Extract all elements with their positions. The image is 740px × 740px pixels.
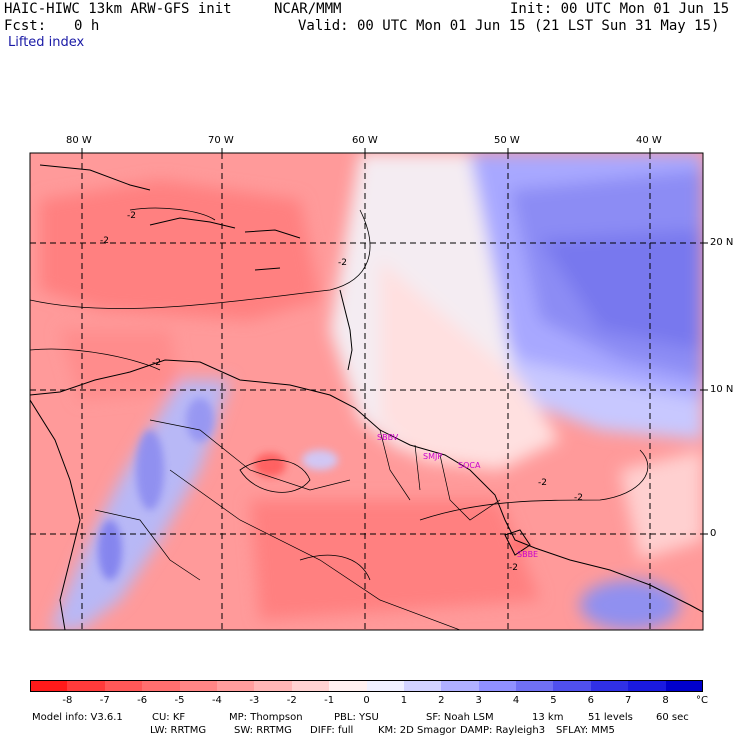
colorbar-label: 2	[438, 695, 445, 706]
colorbar-cell	[179, 680, 218, 692]
lat-label: 10 N	[710, 384, 734, 395]
lon-label: 50 W	[494, 135, 520, 146]
damping: DAMP: Rayleigh3	[460, 725, 546, 736]
colorbar-cell	[590, 680, 629, 692]
colorbar-cell	[628, 680, 667, 692]
longwave-scheme: LW: RRTMG	[150, 725, 207, 736]
colorbar-cell	[553, 680, 592, 692]
tick-marks	[81, 148, 708, 535]
colorbar-label: 0	[363, 695, 370, 706]
cumulus-scheme: CU: KF	[152, 712, 186, 723]
colorbar-cell	[441, 680, 480, 692]
borders	[94, 419, 501, 630]
colorbar-cell	[142, 680, 181, 692]
contour-label: -2	[538, 478, 547, 488]
colorbar-cell	[665, 680, 704, 692]
colorbar-label: 8	[662, 695, 669, 706]
colorbar-cell	[366, 680, 405, 692]
colorbar-cell	[403, 680, 442, 692]
colorbar-label: 5	[550, 695, 557, 706]
colorbar-label: 7	[625, 695, 632, 706]
lon-label: 40 W	[636, 135, 662, 146]
contour-label: -2	[152, 358, 161, 368]
colorbar-label: -4	[211, 695, 222, 706]
microphysics-scheme: MP: Thompson	[229, 712, 303, 723]
valid-time: Valid: 00 UTC Mon 01 Jun 15 (21 LST Sun …	[298, 18, 720, 34]
contour-label: -2	[509, 563, 518, 573]
colorbar-label: 3	[475, 695, 482, 706]
model-info: Model info: V3.6.1	[32, 712, 123, 723]
station-label: SMJP	[423, 452, 442, 461]
lon-label: 60 W	[352, 135, 378, 146]
colorbar-cell	[30, 680, 68, 692]
station-label: SBBE	[517, 550, 538, 559]
field-name: Lifted index	[8, 35, 85, 50]
lon-label: 80 W	[66, 135, 92, 146]
contour-label: -2	[100, 236, 109, 246]
station-label: SBBV	[377, 433, 399, 442]
title-left: HAIC-HIWC 13km ARW-GFS init	[4, 1, 232, 17]
colorbar-unit: °C	[696, 695, 708, 706]
surface-scheme: SF: Noah LSM	[426, 712, 494, 723]
colorbar-label: -7	[99, 695, 110, 706]
diffusion: DIFF: full	[310, 725, 354, 736]
colorbar-cell	[104, 680, 143, 692]
colorbar-cell	[516, 680, 554, 692]
pbl-scheme: PBL: YSU	[334, 712, 379, 723]
km-option: KM: 2D Smagor	[378, 725, 456, 736]
shortwave-scheme: SW: RRTMG	[234, 725, 292, 736]
colorbar-label: 1	[400, 695, 408, 706]
colorbar-label: -2	[286, 695, 297, 706]
colorbar-label: -1	[324, 695, 335, 706]
contours-minus2	[30, 207, 649, 581]
colorbar-label: -5	[174, 695, 185, 706]
colorbar-cell	[67, 680, 106, 692]
lat-label: 20 N	[710, 237, 734, 248]
colorbar-cell	[216, 680, 255, 692]
levels: 51 levels	[588, 712, 633, 723]
colorbar-cell	[329, 680, 367, 692]
graticule	[30, 153, 703, 630]
colorbar-label: -8	[62, 695, 73, 706]
map-frame	[29, 152, 704, 631]
colorbar-label: -6	[137, 695, 148, 706]
colorbar-cell	[478, 680, 517, 692]
init-time: Init: 00 UTC Mon 01 Jun 15	[510, 1, 730, 17]
lon-label: 70 W	[208, 135, 234, 146]
title-center: NCAR/MMM	[274, 1, 342, 17]
resolution: 13 km	[532, 712, 564, 723]
lifted-index-field	[30, 153, 703, 630]
station-label: SOCA	[458, 461, 481, 470]
contour-label: -2	[338, 258, 347, 268]
colorbar-label: 4	[512, 695, 520, 706]
colorbar-cell	[254, 680, 293, 692]
colorbar-outline	[30, 680, 703, 692]
colorbar-label: 6	[587, 695, 595, 706]
contour-label: -2	[574, 493, 583, 503]
colorbar-cell	[291, 680, 330, 692]
contour-label: -2	[127, 211, 136, 221]
forecast-hour: 0 h	[74, 18, 100, 34]
forecast-label: Fcst:	[4, 18, 47, 34]
timestep: 60 sec	[656, 712, 689, 723]
surface-layer: SFLAY: MM5	[556, 725, 615, 736]
lat-label: 0	[710, 528, 717, 539]
colorbar-label: -3	[249, 695, 260, 706]
